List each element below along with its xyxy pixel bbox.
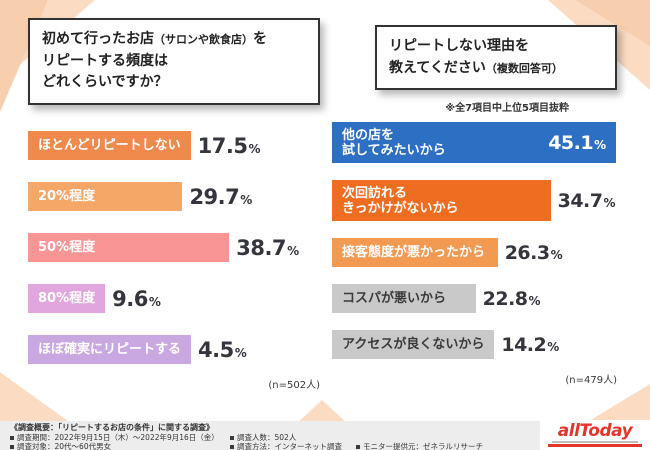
bar-row: ほぼ確実にリピートする 4.5% <box>28 335 247 365</box>
question-text-small: （サロンや飲食店） <box>154 33 253 46</box>
bullet-square-icon <box>10 444 14 449</box>
bar-label: 他の店を 試してみたいから <box>342 127 446 158</box>
question-line: リピートしない理由を <box>389 38 529 54</box>
logo-underline <box>548 444 642 447</box>
bar-value: 45.1% <box>548 131 607 154</box>
question-line: リピートする頻度は <box>42 52 168 69</box>
bar-row: 20%程度 29.7% <box>28 182 253 212</box>
bullet-square-icon <box>230 444 234 449</box>
top5-note: ※全7項目中上位5項目抜粋 <box>445 103 569 115</box>
logo-tagline <box>552 441 638 443</box>
bar: 50%程度 <box>28 233 230 263</box>
bar: 他の店を 試してみたいから 45.1% <box>332 122 617 164</box>
repeat-frequency-bar-chart: ほとんどリピートしない 17.5% 20%程度 29.7% 50%程度 38.7% 80%程… <box>28 131 320 365</box>
question-line: 教えてください（複数回答可） <box>389 58 603 80</box>
bar: アクセスが良くないから <box>332 330 495 360</box>
question-text: 初めて行ったお店 <box>42 31 154 47</box>
bar-row: 接客態度が悪かったから 26.3% <box>332 238 563 268</box>
background-shape <box>584 384 650 424</box>
footer-item-text: モニター提供元：ゼネラルリサーチ <box>363 442 483 450</box>
bar-value: 38.7% <box>236 235 300 260</box>
bar-label: 80%程度 <box>38 290 96 306</box>
bar-value: 29.7% <box>189 184 253 209</box>
bullet-square-icon <box>230 435 234 440</box>
bar: コスパが悪いから <box>332 284 476 314</box>
bar-value: 34.7% <box>557 189 616 212</box>
bar-row: ほとんどリピートしない 17.5% <box>28 131 261 161</box>
question-text-small: （複数回答可） <box>485 61 563 75</box>
bar-value: 4.5% <box>198 337 247 362</box>
right-chart-section: リピートしない理由を 教えてください（複数回答可） ※全7項目中上位5項目抜粋 … <box>332 25 617 386</box>
bar-label: 接客態度が悪かったから <box>342 245 486 261</box>
bar-label: アクセスが良くないから <box>342 337 485 353</box>
bar: 次回訪れる きっかけがないから <box>332 180 551 222</box>
left-question-box: 初めて行ったお店（サロンや飲食店）を リピートする頻度は どれくらいですか？ <box>28 18 320 106</box>
bullet-square-icon <box>10 435 14 440</box>
footer-title: 《調査概要：「リピートするお店の条件」に関する調査》 <box>10 423 214 432</box>
footer-row: 調査対象：20代〜60代男女 調査方法：インターネット調査 モニター提供元：ゼネ… <box>10 442 640 450</box>
footer-item: 調査人数：502人 <box>230 433 296 442</box>
bar-row: アクセスが良くないから 14.2% <box>332 330 560 360</box>
footer-item: 調査対象：20代〜60代男女 <box>10 442 222 450</box>
alltoday-logo: allToday <box>540 420 650 450</box>
bar: 80%程度 <box>28 284 106 314</box>
bar-label: ほぼ確実にリピートする <box>38 341 182 357</box>
footer-item: モニター提供元：ゼネラルリサーチ <box>356 442 483 450</box>
bar-row: 80%程度 9.6% <box>28 284 161 314</box>
bar-value: 9.6% <box>112 286 161 311</box>
footer-row: 調査期間：2022年9月15日（木）〜2022年9月16日（金） 調査人数：50… <box>10 433 640 442</box>
bar-value: 22.8% <box>482 287 541 310</box>
question-text: を <box>253 31 267 47</box>
question-text: 教えてください <box>389 59 486 76</box>
right-question-box: リピートしない理由を 教えてください（複数回答可） <box>375 25 617 91</box>
bar-label: 次回訪れる きっかけがないから <box>342 185 459 216</box>
left-chart-section: 初めて行ったお店（サロンや飲食店）を リピートする頻度は どれくらいですか？ ほ… <box>28 18 320 391</box>
footer-item: 調査期間：2022年9月15日（木）〜2022年9月16日（金） <box>10 433 222 442</box>
bar-label: コスパが悪いから <box>342 291 447 307</box>
no-repeat-reasons-bar-chart: 他の店を 試してみたいから 45.1% 次回訪れる きっかけがないから 34.7% 接客… <box>332 122 617 360</box>
bar-value: 17.5% <box>197 133 261 158</box>
bullet-square-icon <box>356 444 360 449</box>
question-line: どれくらいですか？ <box>42 74 168 91</box>
bar-row: 他の店を 試してみたいから 45.1% <box>332 122 617 164</box>
footer-item-text: 調査方法：インターネット調査 <box>237 442 342 450</box>
bar-value: 14.2% <box>501 333 560 356</box>
logo-text: allToday <box>557 421 633 441</box>
bar-row: 次回訪れる きっかけがないから 34.7% <box>332 180 616 222</box>
footer-item-text: 調査期間：2022年9月15日（木）〜2022年9月16日（金） <box>17 433 219 442</box>
bar-label: 50%程度 <box>38 239 96 255</box>
bar: 20%程度 <box>28 182 183 212</box>
footer-item-text: 調査人数：502人 <box>237 433 297 442</box>
bar-value: 26.3% <box>504 241 563 264</box>
bar-label: 20%程度 <box>38 188 96 204</box>
bar-row: コスパが悪いから 22.8% <box>332 284 541 314</box>
bar: 接客態度が悪かったから <box>332 238 498 268</box>
footer-item-text: 調査対象：20代〜60代男女 <box>17 442 112 450</box>
bar-row: 50%程度 38.7% <box>28 233 300 263</box>
sample-size-label: (n=479人) <box>565 375 617 387</box>
question-line: 初めて行ったお店（サロンや飲食店）を <box>42 29 306 51</box>
bar: ほとんどリピートしない <box>28 131 191 161</box>
bar-label: ほとんどリピートしない <box>38 137 181 153</box>
bar: ほぼ確実にリピートする <box>28 335 192 365</box>
footer-item: 調査方法：インターネット調査 <box>230 442 342 450</box>
sample-size-label: (n=502人) <box>268 380 320 392</box>
